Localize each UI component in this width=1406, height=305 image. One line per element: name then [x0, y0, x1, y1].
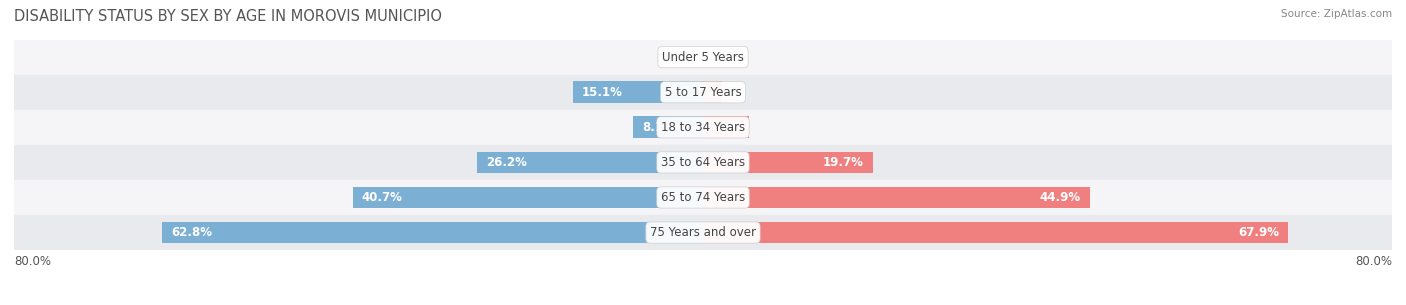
Text: 5 to 17 Years: 5 to 17 Years — [665, 86, 741, 99]
Text: 62.8%: 62.8% — [170, 226, 212, 239]
Bar — [353, 187, 703, 208]
Text: 18 to 34 Years: 18 to 34 Years — [661, 121, 745, 134]
Text: 35 to 64 Years: 35 to 64 Years — [661, 156, 745, 169]
Bar — [703, 81, 721, 103]
Bar — [703, 152, 873, 173]
Text: 8.1%: 8.1% — [643, 121, 675, 134]
Bar — [14, 215, 1392, 250]
Bar — [14, 40, 1392, 75]
Text: DISABILITY STATUS BY SEX BY AGE IN MOROVIS MUNICIPIO: DISABILITY STATUS BY SEX BY AGE IN MOROV… — [14, 9, 441, 24]
Text: 0.0%: 0.0% — [716, 51, 745, 64]
Bar — [14, 110, 1392, 145]
Text: 40.7%: 40.7% — [361, 191, 402, 204]
Text: 44.9%: 44.9% — [1040, 191, 1081, 204]
Text: Source: ZipAtlas.com: Source: ZipAtlas.com — [1281, 9, 1392, 19]
Text: 2.2%: 2.2% — [681, 86, 713, 99]
Text: 19.7%: 19.7% — [823, 156, 865, 169]
Text: 75 Years and over: 75 Years and over — [650, 226, 756, 239]
Bar — [633, 117, 703, 138]
Text: 80.0%: 80.0% — [1355, 255, 1392, 268]
Bar — [703, 117, 748, 138]
Text: 80.0%: 80.0% — [14, 255, 51, 268]
Text: 26.2%: 26.2% — [486, 156, 527, 169]
Text: 15.1%: 15.1% — [582, 86, 623, 99]
Bar — [703, 222, 1288, 243]
Text: 67.9%: 67.9% — [1239, 226, 1279, 239]
Bar — [162, 222, 703, 243]
Bar — [14, 180, 1392, 215]
Text: 5.3%: 5.3% — [707, 121, 740, 134]
Bar — [478, 152, 703, 173]
Bar — [14, 75, 1392, 110]
Text: 0.0%: 0.0% — [661, 51, 690, 64]
Bar — [574, 81, 703, 103]
Bar — [14, 145, 1392, 180]
Legend: Male, Female: Male, Female — [627, 301, 779, 305]
Text: 65 to 74 Years: 65 to 74 Years — [661, 191, 745, 204]
Text: Under 5 Years: Under 5 Years — [662, 51, 744, 64]
Bar — [703, 187, 1090, 208]
